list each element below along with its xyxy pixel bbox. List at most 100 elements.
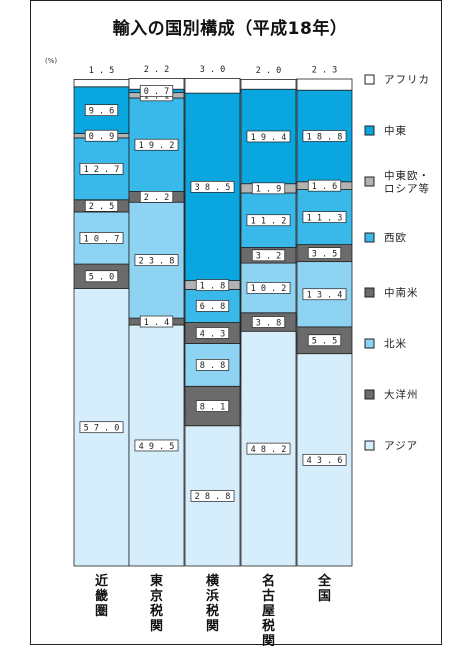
- category-label: 全: [317, 573, 332, 589]
- legend-swatch: [364, 389, 375, 400]
- legend-label: アジア: [384, 440, 418, 452]
- data-label: 2 . 2: [144, 193, 170, 203]
- data-label: 3 . 2: [256, 252, 282, 262]
- legend-swatch: [364, 176, 375, 187]
- data-label: 1 2 . 7: [84, 165, 120, 175]
- data-label: 4 3 . 6: [307, 456, 343, 466]
- data-label-box: [307, 247, 342, 259]
- data-label: 5 7 . 0: [84, 424, 120, 434]
- legend-label: 中東欧・: [384, 169, 430, 182]
- data-label: 1 3 . 4: [307, 291, 343, 301]
- data-label: 3 8 . 5: [195, 183, 231, 193]
- data-label: 3 . 0: [200, 65, 226, 75]
- data-label-box: [302, 288, 347, 301]
- data-label-box: [79, 163, 124, 175]
- category-label: 浜: [206, 588, 219, 604]
- data-label-box: [307, 179, 342, 192]
- data-label: 9 . 6: [89, 106, 115, 116]
- data-label: 4 9 . 5: [139, 442, 175, 452]
- data-label: 3 . 5: [312, 249, 338, 259]
- data-label-box: [251, 249, 286, 262]
- data-label-box: [195, 400, 230, 412]
- data-label: 8 . 8: [200, 361, 226, 371]
- category-label: 横: [206, 573, 220, 589]
- data-label-box: [246, 282, 291, 294]
- data-label-box: [195, 279, 230, 291]
- data-label: 6 . 8: [200, 302, 226, 312]
- category-label: 古: [262, 588, 275, 604]
- data-label: 4 8 . 2: [251, 445, 287, 455]
- data-label-box: [139, 315, 174, 328]
- data-label-box: [302, 130, 347, 142]
- data-label: 1 0 . 2: [251, 284, 287, 294]
- data-label: 8 . 1: [200, 402, 226, 412]
- data-label: 2 . 2: [144, 65, 170, 75]
- data-label: 1 . 8: [200, 281, 226, 291]
- data-label-box: [251, 182, 286, 195]
- data-label-box: [195, 300, 230, 312]
- bar-segment: [73, 79, 130, 88]
- legend-label: 西欧: [384, 232, 407, 244]
- data-label: 2 . 5: [89, 202, 115, 212]
- data-label-box: [139, 85, 174, 97]
- chart-title: 輸入の国別構成（平成18年）: [112, 19, 348, 39]
- category-label: 税: [150, 603, 163, 619]
- category-label: 屋: [262, 604, 275, 619]
- data-label: 3 . 8: [256, 318, 282, 328]
- data-label: 2 . 3: [312, 65, 338, 75]
- category-label: 国: [318, 589, 331, 604]
- legend-label: ロシア等: [384, 182, 430, 195]
- data-label-box: [84, 129, 119, 142]
- bar-segment: [240, 79, 297, 90]
- data-label-box: [79, 232, 124, 244]
- legend-label: 中東: [384, 124, 407, 137]
- data-label-box: [84, 200, 119, 212]
- data-label: 2 3 . 8: [139, 256, 175, 266]
- data-label: 1 . 5: [89, 66, 115, 76]
- data-label-box: [246, 442, 291, 455]
- data-label: 1 . 6: [312, 182, 338, 192]
- data-label-box: [79, 421, 124, 434]
- data-label: 1 8 . 8: [307, 132, 343, 142]
- category-label: 関: [206, 619, 219, 634]
- data-label: 0 . 7: [144, 87, 170, 97]
- category-label: 東: [150, 573, 163, 589]
- category-label: 関: [262, 634, 275, 646]
- data-label: 4 . 3: [200, 329, 226, 339]
- bar-segment: [184, 78, 241, 94]
- legend-swatch: [364, 125, 375, 136]
- data-label: 2 8 . 8: [195, 492, 231, 502]
- legend-label: 大洋州: [384, 388, 419, 401]
- legend-swatch: [364, 74, 375, 85]
- unit-label: (%): [45, 57, 57, 65]
- legend-swatch: [364, 338, 375, 349]
- data-label-box: [139, 191, 174, 203]
- data-label-box: [251, 316, 286, 328]
- data-label-box: [195, 327, 230, 339]
- data-label-box: [302, 211, 347, 223]
- data-label: 1 1 . 3: [307, 213, 343, 223]
- legend-label: 中南米: [384, 286, 419, 299]
- category-label: 名: [262, 573, 275, 589]
- legend-swatch: [364, 287, 375, 298]
- data-label: 1 9 . 2: [139, 141, 175, 151]
- data-label: 2 . 0: [256, 66, 282, 76]
- data-label: 1 1 . 2: [251, 217, 287, 227]
- category-label: 圏: [95, 604, 108, 619]
- data-label-box: [84, 270, 119, 283]
- data-label: 1 0 . 7: [84, 234, 120, 244]
- category-label: 京: [150, 588, 163, 604]
- data-label-box: [134, 439, 179, 452]
- data-label-box: [246, 214, 291, 227]
- legend-swatch: [364, 232, 375, 243]
- data-label-box: [307, 334, 342, 347]
- data-label-box: [246, 130, 291, 143]
- data-label: 5 . 5: [312, 337, 338, 347]
- legend-swatch: [364, 440, 375, 451]
- data-label-box: [195, 359, 230, 371]
- data-label: 1 . 4: [144, 318, 170, 328]
- legend-label: アフリカ: [384, 74, 430, 86]
- category-label: 税: [206, 603, 219, 619]
- data-label: 1 9 . 4: [251, 133, 287, 143]
- category-label: 畿: [95, 588, 108, 604]
